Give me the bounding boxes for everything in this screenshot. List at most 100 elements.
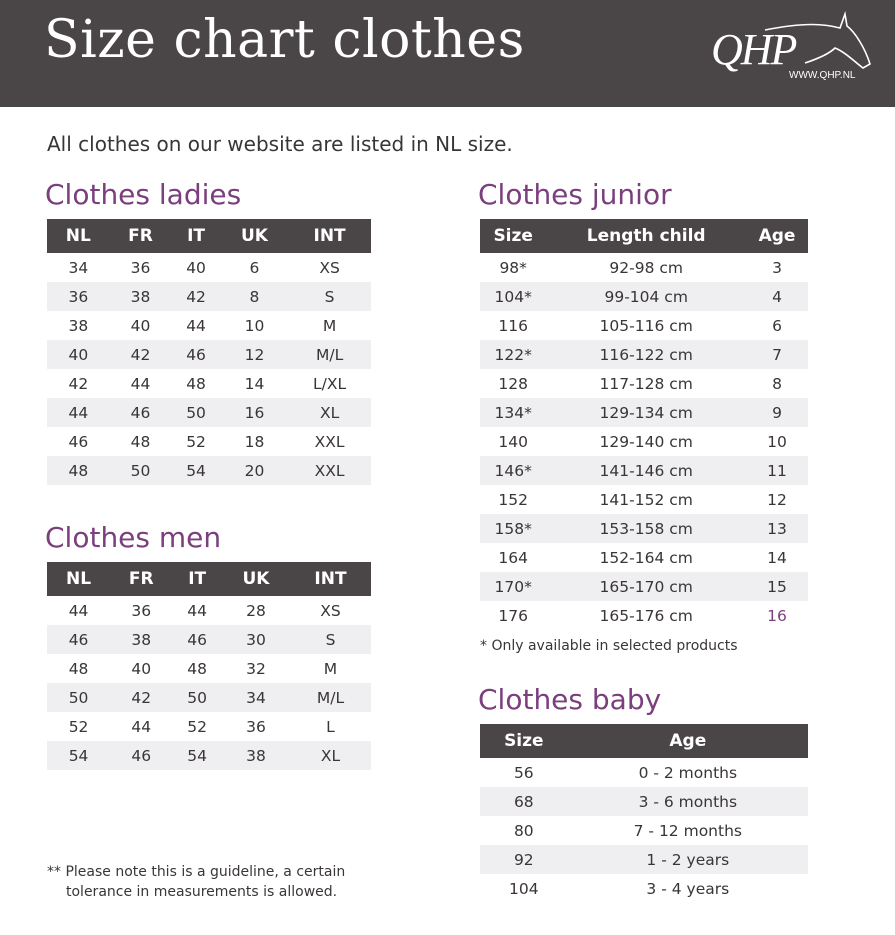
table-cell: L — [326, 717, 335, 736]
table-cell: 152-164 cm — [599, 548, 693, 567]
table-cell: 36 — [131, 601, 152, 620]
table-cell: 141-152 cm — [599, 490, 693, 509]
header-banner: Size chart clothes QHP WWW.QHP.NL — [0, 0, 895, 107]
table-cell: 3 - 4 years — [646, 879, 730, 898]
baby-table: Size Age 56 0 - 2 months 68 3 - 6 months 80 7 -… — [480, 724, 808, 903]
table-cell: 105-116 cm — [599, 316, 693, 335]
table-row: 46 38 46 30 S — [47, 625, 371, 654]
column-header: UK — [220, 219, 289, 253]
table-cell: 140 — [498, 432, 528, 451]
table-cell: 10 — [767, 432, 787, 451]
table-row: 50 42 50 34 M/L — [47, 683, 371, 712]
men-table: NL FR IT UK INT 44 36 44 28 XS 46 38 46 30 S 48 40 48 32 M 5… — [47, 562, 371, 770]
page-title: Size chart clothes — [44, 10, 525, 70]
table-cell: 44 — [47, 398, 110, 427]
table-cell: 42 — [171, 282, 221, 311]
table-cell: 52 — [68, 717, 89, 736]
table-cell: 3 — [772, 258, 782, 277]
table-cell: 30 — [222, 625, 290, 654]
table-cell: M/L — [289, 683, 371, 712]
table-row: 40 42 46 12 M/L — [47, 340, 371, 369]
column-header: Age — [567, 724, 808, 758]
intro-text: All clothes on our website are listed in… — [47, 132, 513, 156]
column-header: Size — [480, 219, 547, 253]
table-cell: 164 — [498, 548, 528, 567]
table-cell: 46 — [68, 432, 89, 451]
table-cell: 50 — [172, 683, 223, 712]
table-cell: 44 — [130, 374, 151, 393]
table-cell: 40 — [131, 659, 152, 678]
table-cell: 12 — [767, 490, 787, 509]
header-row: NL FR IT UK INT — [47, 562, 371, 596]
table-row: 176 165-176 cm 16 — [480, 601, 808, 630]
table-cell: 38 — [109, 282, 172, 311]
table-cell: 6 — [772, 316, 782, 335]
table-cell: 15 — [746, 572, 808, 601]
table-cell: 153-158 cm — [546, 514, 747, 543]
horse-head-icon — [764, 10, 871, 69]
qhp-logo: QHP WWW.QHP.NL — [705, 8, 895, 88]
table-cell: XL — [288, 398, 371, 427]
table-cell: 42 — [68, 374, 89, 393]
table-cell: 34 — [222, 683, 290, 712]
table-cell: 46 — [109, 398, 172, 427]
table-row: 68 3 - 6 months — [480, 787, 808, 816]
table-cell: XS — [319, 258, 340, 277]
ladies-title: Clothes ladies — [45, 178, 242, 211]
table-cell: 38 — [222, 741, 290, 770]
column-header: UK — [222, 562, 290, 596]
table-cell: 80 — [513, 821, 534, 840]
junior-table: Size Length child Age 98* 92-98 cm 3 104* 99-10… — [480, 219, 808, 630]
table-cell: 56 — [513, 763, 534, 782]
table-cell: 129-140 cm — [599, 432, 693, 451]
table-cell: 52 — [187, 717, 208, 736]
baby-title: Clothes baby — [478, 683, 662, 716]
table-cell: M — [323, 659, 338, 678]
table-cell: 40 — [130, 316, 151, 335]
table-cell: 40 — [186, 258, 206, 277]
table-row: 92 1 - 2 years — [480, 845, 808, 874]
table-cell: 146* — [480, 456, 547, 485]
table-row: 116 105-116 cm 6 — [480, 311, 808, 340]
table-cell: 54 — [172, 741, 223, 770]
table-cell: 32 — [246, 659, 266, 678]
column-header: Age — [746, 219, 808, 253]
table-cell: 38 — [110, 625, 173, 654]
table-cell: M — [322, 316, 337, 335]
table-cell: 16 — [767, 606, 787, 625]
table-cell: 7 — [746, 340, 808, 369]
table-row: 48 40 48 32 M — [47, 654, 371, 683]
table-cell: L/XL — [313, 374, 347, 393]
table-cell: 68 — [480, 787, 568, 816]
table-cell: 20 — [220, 456, 289, 485]
table-row: 46 48 52 18 XXL — [47, 427, 371, 456]
table-cell: 6 — [249, 258, 260, 277]
table-cell: 50 — [171, 398, 221, 427]
table-cell: 50 — [109, 456, 172, 485]
table-cell: 40 — [47, 340, 110, 369]
footnote-line-2: tolerance in measurements is allowed. — [66, 884, 338, 900]
table-cell: XL — [289, 741, 371, 770]
table-cell: 9 — [746, 398, 808, 427]
table-row: 128 117-128 cm 8 — [480, 369, 808, 398]
table-cell: 16 — [220, 398, 289, 427]
table-cell: 1 - 2 years — [567, 845, 808, 874]
table-cell: 44 — [187, 601, 208, 620]
table-cell: 36 — [130, 258, 151, 277]
table-row: 42 44 48 14 L/XL — [47, 369, 371, 398]
table-cell: 0 - 2 months — [638, 763, 738, 782]
table-row: 104 3 - 4 years — [480, 874, 808, 903]
table-row: 44 46 50 16 XL — [47, 398, 371, 427]
table-row: 54 46 54 38 XL — [47, 741, 371, 770]
table-cell: 44 — [68, 601, 89, 620]
table-row: 158* 153-158 cm 13 — [480, 514, 808, 543]
table-row: 122* 116-122 cm 7 — [480, 340, 808, 369]
table-cell: 92 — [480, 845, 568, 874]
table-row: 170* 165-170 cm 15 — [480, 572, 808, 601]
table-cell: 7 - 12 months — [633, 821, 742, 840]
table-cell: 36 — [47, 282, 110, 311]
table-cell: 4 — [746, 282, 808, 311]
table-row: 98* 92-98 cm 3 — [480, 253, 808, 282]
table-row: 48 50 54 20 XXL — [47, 456, 371, 485]
table-cell: 134* — [480, 398, 547, 427]
